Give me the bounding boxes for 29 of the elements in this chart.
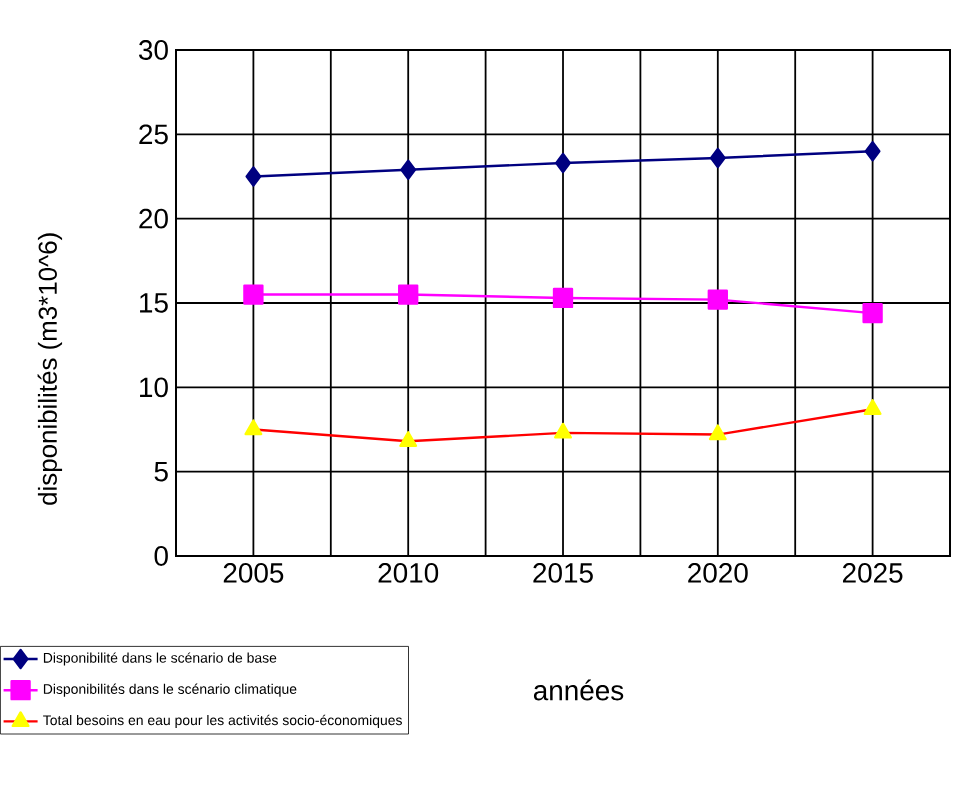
point [243,284,264,305]
point [245,166,262,187]
x-tick-label: 2005 [223,563,284,583]
y-tick-label: 5 [154,461,168,482]
point [244,419,263,436]
point [862,302,883,324]
y-tick-label: 25 [139,124,168,145]
x-tick-label: 2025 [842,563,903,583]
y-axis-title: disponibilités (m3*10^6) [37,233,63,505]
point [398,284,419,305]
x-tick-label: 2010 [378,563,439,583]
point [707,289,728,310]
x-tick-label: 2015 [533,563,593,583]
point [864,141,881,162]
y-tick-label: 0 [154,546,168,566]
point [552,287,574,309]
x-axis-title: années [533,679,624,701]
point [554,422,572,439]
point [555,152,571,174]
x-tick-label: 2020 [688,563,748,583]
point [400,159,417,180]
y-tick-label: 20 [139,208,168,229]
point [709,147,726,169]
point [708,424,727,441]
y-tick-label: 10 [140,377,168,398]
point [399,431,418,447]
point [863,399,882,415]
y-tick-label: 15 [140,293,168,313]
y-tick-label: 30 [138,40,168,60]
